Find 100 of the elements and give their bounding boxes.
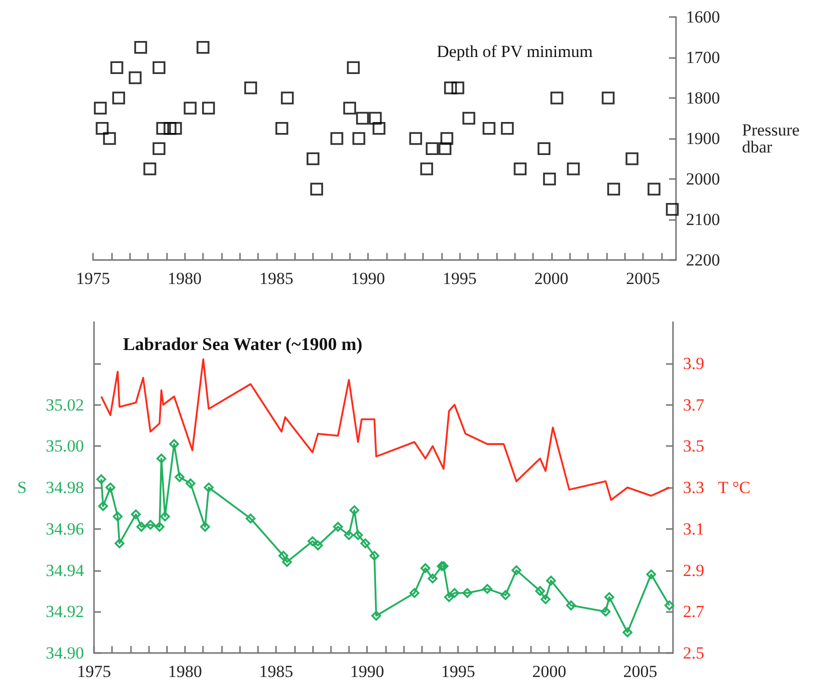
- point: [369, 550, 380, 561]
- y-axis-title: S: [17, 478, 27, 497]
- point: [371, 610, 382, 621]
- y2-tick-label: 2.9: [683, 560, 704, 580]
- point: [134, 40, 148, 54]
- y-tick-label: 1800: [686, 88, 720, 108]
- y2-tick-label: 3.5: [683, 436, 704, 456]
- y-tick-label: 1600: [686, 8, 720, 26]
- point: [278, 550, 288, 561]
- point: [451, 81, 464, 94]
- point: [156, 122, 170, 135]
- x-tick-label: 1995: [441, 662, 476, 681]
- point: [169, 439, 180, 449]
- point: [196, 40, 210, 54]
- point: [105, 482, 116, 492]
- y-tick-label: 34.90: [46, 644, 84, 662]
- point: [344, 530, 354, 540]
- point: [546, 576, 556, 586]
- point: [98, 501, 108, 512]
- point: [130, 509, 141, 520]
- point: [160, 512, 170, 522]
- point: [372, 122, 386, 135]
- point: [607, 182, 620, 196]
- y-tick-label: 34.98: [46, 478, 84, 497]
- point: [112, 92, 126, 104]
- point: [550, 92, 564, 104]
- x-tick-label: 1980: [168, 269, 202, 288]
- y2-axis-title: T °C: [718, 478, 750, 497]
- point: [500, 122, 514, 135]
- point: [409, 132, 422, 145]
- point: [154, 522, 164, 532]
- point: [333, 522, 343, 532]
- point: [136, 522, 146, 532]
- x-tick-label: 1985: [259, 662, 294, 681]
- point: [426, 142, 439, 156]
- y-axis-title: Pressure dbar: [742, 120, 800, 156]
- point: [128, 71, 142, 84]
- point: [204, 482, 214, 492]
- point: [280, 92, 294, 104]
- y2-tick-label: 3.3: [683, 478, 704, 497]
- x-tick-label: 2005: [626, 269, 660, 288]
- point: [313, 540, 323, 550]
- line-series: [100, 358, 670, 501]
- point: [112, 512, 123, 522]
- y-tick-label: 1900: [686, 129, 720, 148]
- x-tick-label: 1975: [77, 662, 111, 681]
- point: [438, 142, 452, 156]
- point: [94, 102, 107, 115]
- point: [186, 478, 196, 488]
- point: [152, 61, 166, 74]
- point: [114, 538, 124, 548]
- point: [353, 530, 363, 540]
- y-tick-label: 1700: [686, 48, 720, 67]
- point: [368, 112, 382, 125]
- point: [535, 586, 545, 596]
- point: [514, 162, 527, 176]
- point: [604, 592, 614, 602]
- y-tick-label: 35.02: [46, 395, 84, 414]
- point: [440, 132, 454, 145]
- y2-tick-label: 3.1: [683, 519, 704, 538]
- point: [360, 538, 370, 548]
- point: [420, 563, 430, 574]
- point: [156, 454, 166, 464]
- point: [482, 584, 492, 594]
- point: [450, 588, 460, 598]
- point: [648, 182, 660, 196]
- x-tick-label: 2000: [532, 662, 566, 681]
- point: [174, 472, 184, 482]
- point: [512, 565, 522, 576]
- point: [246, 514, 256, 524]
- point: [566, 162, 580, 176]
- point: [666, 202, 679, 216]
- point: [410, 588, 420, 598]
- point: [310, 182, 324, 196]
- point: [602, 92, 615, 104]
- text: Depth of PV minimum: [436, 42, 593, 61]
- text: Labrador Sea Water (~1900 m): [123, 334, 362, 354]
- x-tick-label: 1980: [168, 662, 202, 681]
- y2-tick-label: 2.7: [683, 602, 705, 622]
- x-tick-label: 1985: [259, 269, 294, 288]
- point: [566, 600, 576, 610]
- point: [356, 112, 369, 125]
- point: [482, 122, 496, 135]
- x-tick-label: 1995: [442, 269, 477, 288]
- point: [543, 172, 556, 186]
- point: [184, 102, 197, 115]
- point: [143, 162, 156, 176]
- y-tick-label: 2000: [686, 170, 720, 188]
- point: [462, 588, 472, 598]
- point: [282, 557, 292, 567]
- point: [428, 574, 438, 584]
- x-tick-label: 1990: [350, 662, 384, 681]
- point: [96, 474, 106, 484]
- point: [600, 606, 611, 617]
- point: [349, 505, 360, 516]
- point: [622, 627, 632, 638]
- point: [626, 152, 638, 166]
- point: [500, 590, 510, 600]
- point: [308, 536, 318, 546]
- y-tick-label: 34.96: [46, 519, 84, 538]
